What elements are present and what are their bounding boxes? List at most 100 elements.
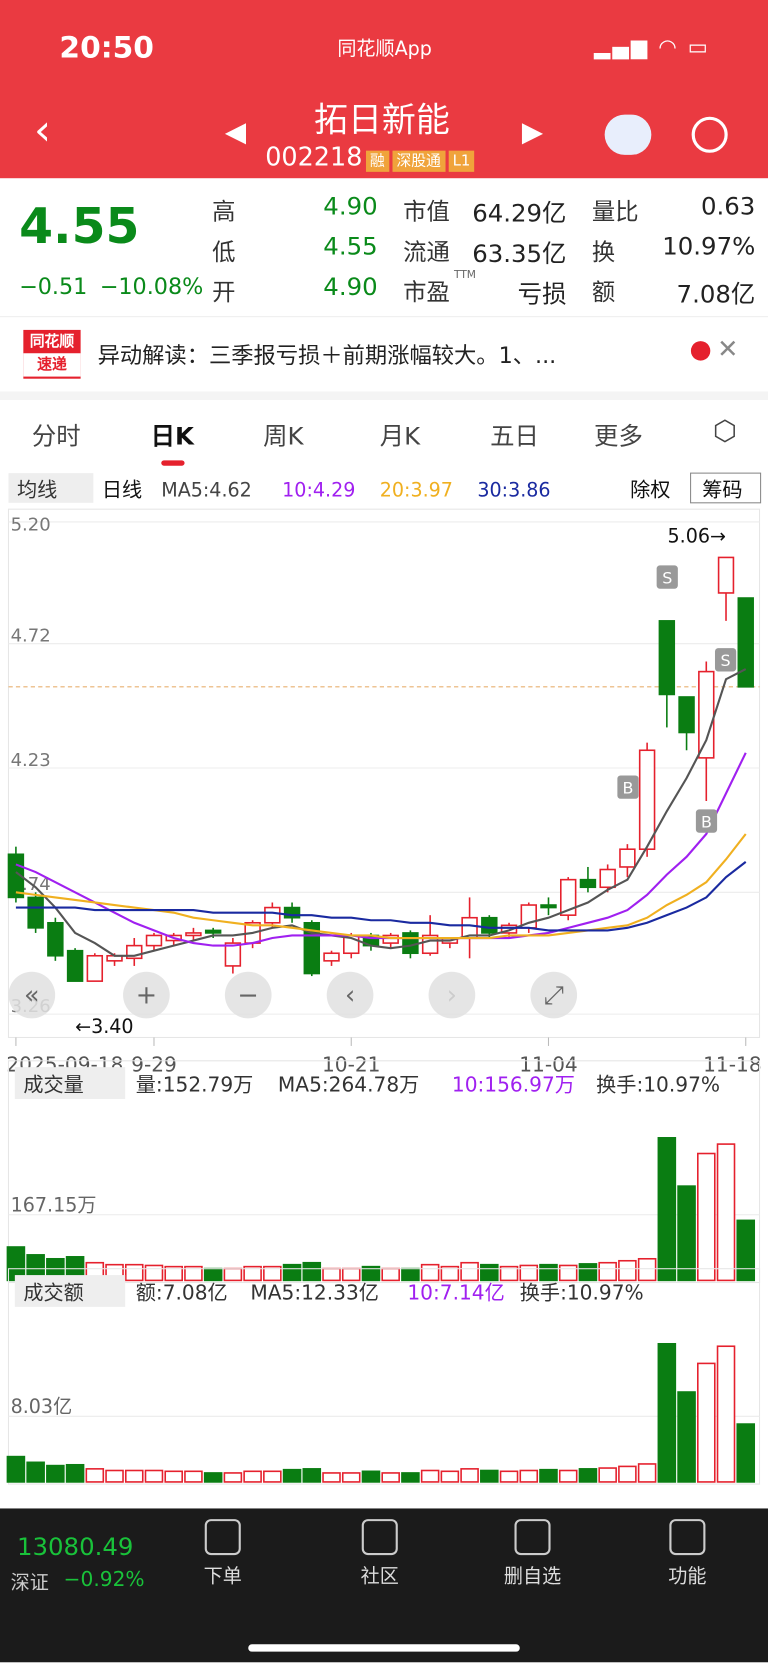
panel-frame [7,1060,761,1284]
fullscreen[interactable]: ⤢ [530,971,578,1019]
period: 日线 [102,477,142,501]
code: 002218 [265,142,363,172]
bar [420,1263,440,1282]
bar [322,1267,341,1282]
ma-line [15,752,747,947]
bar [618,1259,637,1282]
candle-body [500,924,518,934]
home-bar [248,1644,520,1652]
tab[interactable]: 周K [263,423,304,451]
bar [302,1261,322,1282]
nav-label: 删自选 [503,1565,562,1589]
bar [105,1469,124,1483]
zoom-out[interactable]: − [224,971,272,1019]
bar [144,1264,164,1282]
bar [598,1467,617,1483]
stat-label: 市盈 [403,280,450,307]
bar [499,1470,519,1483]
stat-value: 亏损 [517,281,567,309]
candle-body [283,906,301,919]
bar [282,1263,302,1282]
nav-item[interactable]: 下单 [180,1519,265,1589]
robot[interactable] [604,114,652,155]
bar [164,1265,183,1282]
signal [617,775,639,799]
bar [46,1464,65,1483]
tab[interactable]: 五日 [490,423,539,451]
bar [381,1267,400,1282]
bar [124,1263,144,1282]
bar [381,1472,400,1483]
bar [361,1265,381,1282]
nav-item[interactable]: 功能 [645,1519,730,1589]
zoom-left[interactable]: « [8,971,56,1019]
nav-item[interactable]: 删自选 [490,1519,575,1589]
candle-body [559,878,577,916]
search[interactable] [691,116,728,153]
ma-line [15,833,747,940]
nav-icon [514,1519,551,1556]
candle-body [599,868,616,889]
candle-body [27,896,44,929]
high-label: 5.06→ [668,525,726,548]
tab[interactable]: 日K [150,423,194,451]
bar [697,1362,716,1483]
candle-body [264,906,281,924]
panel-info: 10:156.97万 [452,1073,575,1097]
x-tick-label: 11-04 [519,1052,578,1076]
stat-label: 市值 [403,199,450,226]
back[interactable]: ‹ [33,106,51,155]
settings[interactable]: ⬡ [712,415,737,448]
zoom-in[interactable]: + [123,971,170,1019]
y-tick-label: 8.03亿 [11,1395,73,1418]
stat-value: 4.90 [323,193,378,221]
stat-value: 7.08亿 [676,281,756,309]
stock-name: 拓日新能 [313,99,450,141]
right[interactable]: › [428,971,476,1019]
x-tick-label: 11-18 [703,1052,762,1076]
panel-info: 换手:10.97% [596,1073,720,1097]
tag: L1 [448,150,475,172]
bar [657,1342,677,1483]
bar [243,1470,262,1483]
candle-body [145,934,163,947]
bar [499,1265,519,1282]
prev[interactable]: ◀ [224,116,247,149]
x-tick-label: 9-29 [131,1052,177,1076]
panel-label: 成交额 [23,1280,83,1304]
nav-icon [669,1519,706,1556]
bar [263,1470,282,1483]
bar [637,1463,657,1483]
tab[interactable]: 分时 [31,423,81,451]
bar [637,1257,657,1282]
nav-label: 下单 [203,1565,242,1589]
bar [184,1470,203,1483]
low-label: ←3.40 [75,1015,133,1038]
nav-item[interactable]: 社区 [337,1519,422,1589]
bar [618,1465,637,1483]
panel-frame [7,1268,761,1485]
bar [203,1267,223,1282]
bar [480,1469,499,1483]
next[interactable]: ▶ [521,116,544,149]
bar [677,1391,696,1483]
tab[interactable]: 月K [379,423,421,451]
bar [85,1468,105,1483]
menu-bg [14,1067,126,1099]
stock-code: 002218 融深股通 L1 [265,142,475,172]
candle-body [204,929,222,934]
left[interactable]: ‹ [326,971,374,1019]
stat-label: 开 [212,280,236,307]
bar [322,1472,341,1483]
close[interactable]: ✕ [717,334,739,364]
candle-body [737,597,754,688]
news[interactable]: 同花顺 速递 异动解读：三季报亏损＋前期涨幅较大。1、... ● ✕ [0,316,768,400]
bar [341,1472,361,1483]
price: 4.55 [19,197,140,255]
tab[interactable]: 更多 [594,423,643,451]
bar [144,1469,164,1483]
ma-line [15,668,747,957]
bar [223,1472,243,1483]
